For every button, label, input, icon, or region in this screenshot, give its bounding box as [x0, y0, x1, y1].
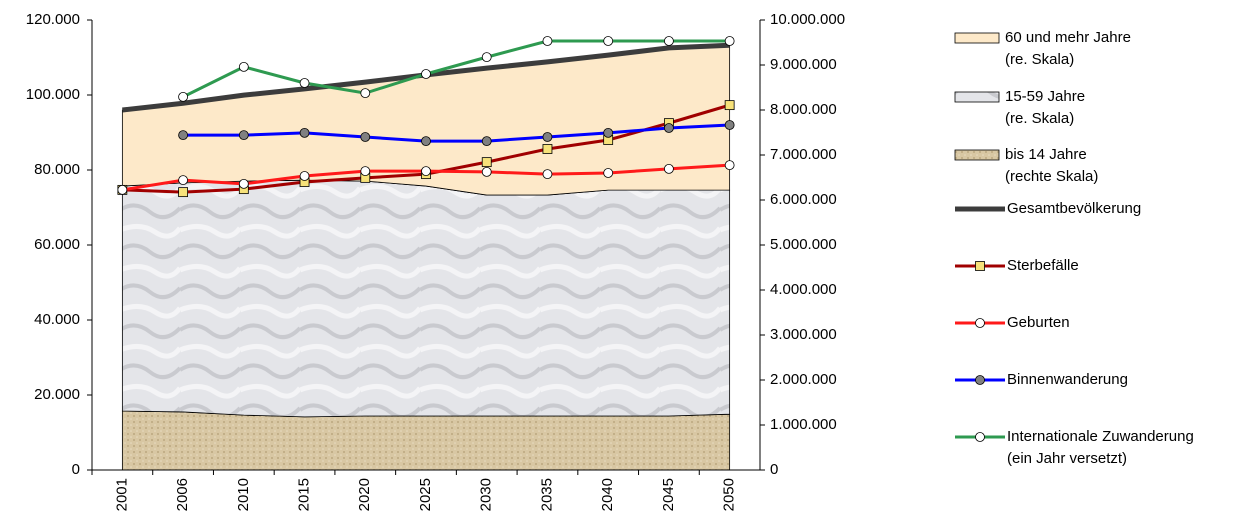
x-tick-label: 2035	[538, 478, 555, 511]
legend-label: Binnenwanderung	[1007, 371, 1128, 388]
marker	[664, 36, 674, 46]
marker	[724, 120, 735, 130]
y-tick-label: 0	[72, 461, 80, 478]
marker	[299, 127, 310, 138]
y-tick-label: 20.000	[34, 386, 80, 403]
area	[121, 179, 731, 418]
marker	[178, 187, 188, 198]
marker	[178, 175, 188, 186]
y2-tick-label: 3.000.000	[770, 326, 837, 343]
x-tick-label: 2045	[660, 478, 677, 511]
y2-tick-label: 0	[770, 461, 778, 478]
marker	[421, 136, 431, 147]
x-tick-label: 2010	[235, 478, 252, 511]
marker	[724, 36, 735, 46]
legend-marker	[975, 318, 985, 328]
legend-swatch	[954, 91, 1000, 103]
legend-label: bis 14 Jahre (rechte Skala)	[1005, 146, 1098, 185]
x-tick-label: 2040	[599, 478, 616, 511]
marker	[603, 36, 614, 46]
y2-tick-label: 5.000.000	[770, 236, 837, 253]
marker	[238, 130, 249, 141]
y-tick-label: 100.000	[26, 86, 80, 103]
marker	[178, 130, 188, 141]
legend-label: Sterbefälle	[1007, 257, 1079, 274]
y-tick-label: 80.000	[34, 161, 80, 178]
area	[121, 410, 731, 471]
line	[182, 39, 730, 99]
x-tick-label: 2001	[113, 478, 130, 511]
y2-tick-label: 9.000.000	[770, 56, 837, 73]
y-tick-label: 40.000	[34, 311, 80, 328]
x-tick-label: 2030	[478, 478, 495, 511]
marker	[542, 132, 553, 142]
legend-label: 15-59 Jahre (re. Skala)	[1005, 88, 1085, 127]
marker	[238, 61, 249, 72]
marker	[603, 127, 614, 138]
marker	[299, 171, 310, 181]
legend-marker	[975, 375, 985, 385]
legend-label: Geburten	[1007, 314, 1070, 331]
legend-swatch	[954, 32, 1000, 44]
marker	[481, 166, 492, 177]
marker	[421, 69, 431, 79]
y-tick-label: 60.000	[34, 236, 80, 253]
marker	[238, 178, 249, 189]
y2-tick-label: 6.000.000	[770, 191, 837, 208]
marker	[360, 88, 371, 99]
legend-label: Internationale Zuwanderung (ein Jahr vers…	[1007, 428, 1194, 467]
y2-tick-label: 1.000.000	[770, 416, 837, 433]
marker	[542, 144, 553, 154]
marker	[299, 78, 310, 88]
marker	[724, 160, 735, 171]
line	[183, 123, 730, 143]
marker	[603, 168, 614, 178]
y2-tick-label: 4.000.000	[770, 281, 837, 298]
y2-tick-label: 8.000.000	[770, 101, 837, 118]
marker	[664, 123, 674, 133]
legend-label: 60 und mehr Jahre (re. Skala)	[1005, 29, 1131, 68]
x-tick-label: 2015	[296, 478, 313, 511]
y2-tick-label: 2.000.000	[770, 371, 837, 388]
marker	[542, 169, 553, 180]
x-tick-label: 2050	[721, 478, 738, 511]
y-tick-label: 120.000	[26, 11, 80, 28]
marker	[178, 91, 188, 102]
marker	[481, 136, 492, 147]
marker	[117, 184, 128, 195]
x-tick-label: 2025	[417, 478, 434, 511]
marker	[542, 36, 553, 46]
marker	[421, 166, 431, 177]
legend-marker	[975, 261, 985, 271]
marker	[360, 132, 371, 142]
marker	[664, 163, 674, 174]
legend-swatch	[954, 149, 1000, 161]
x-tick-label: 2020	[356, 478, 373, 511]
marker	[724, 100, 735, 111]
legend-marker	[975, 432, 985, 442]
marker	[481, 52, 492, 63]
y2-tick-label: 7.000.000	[770, 146, 837, 163]
x-tick-label: 2006	[174, 478, 191, 511]
y2-tick-label: 10.000.000	[770, 11, 845, 28]
marker	[481, 157, 492, 168]
legend-label: Gesamtbevölkerung	[1007, 200, 1141, 217]
marker	[360, 166, 371, 177]
